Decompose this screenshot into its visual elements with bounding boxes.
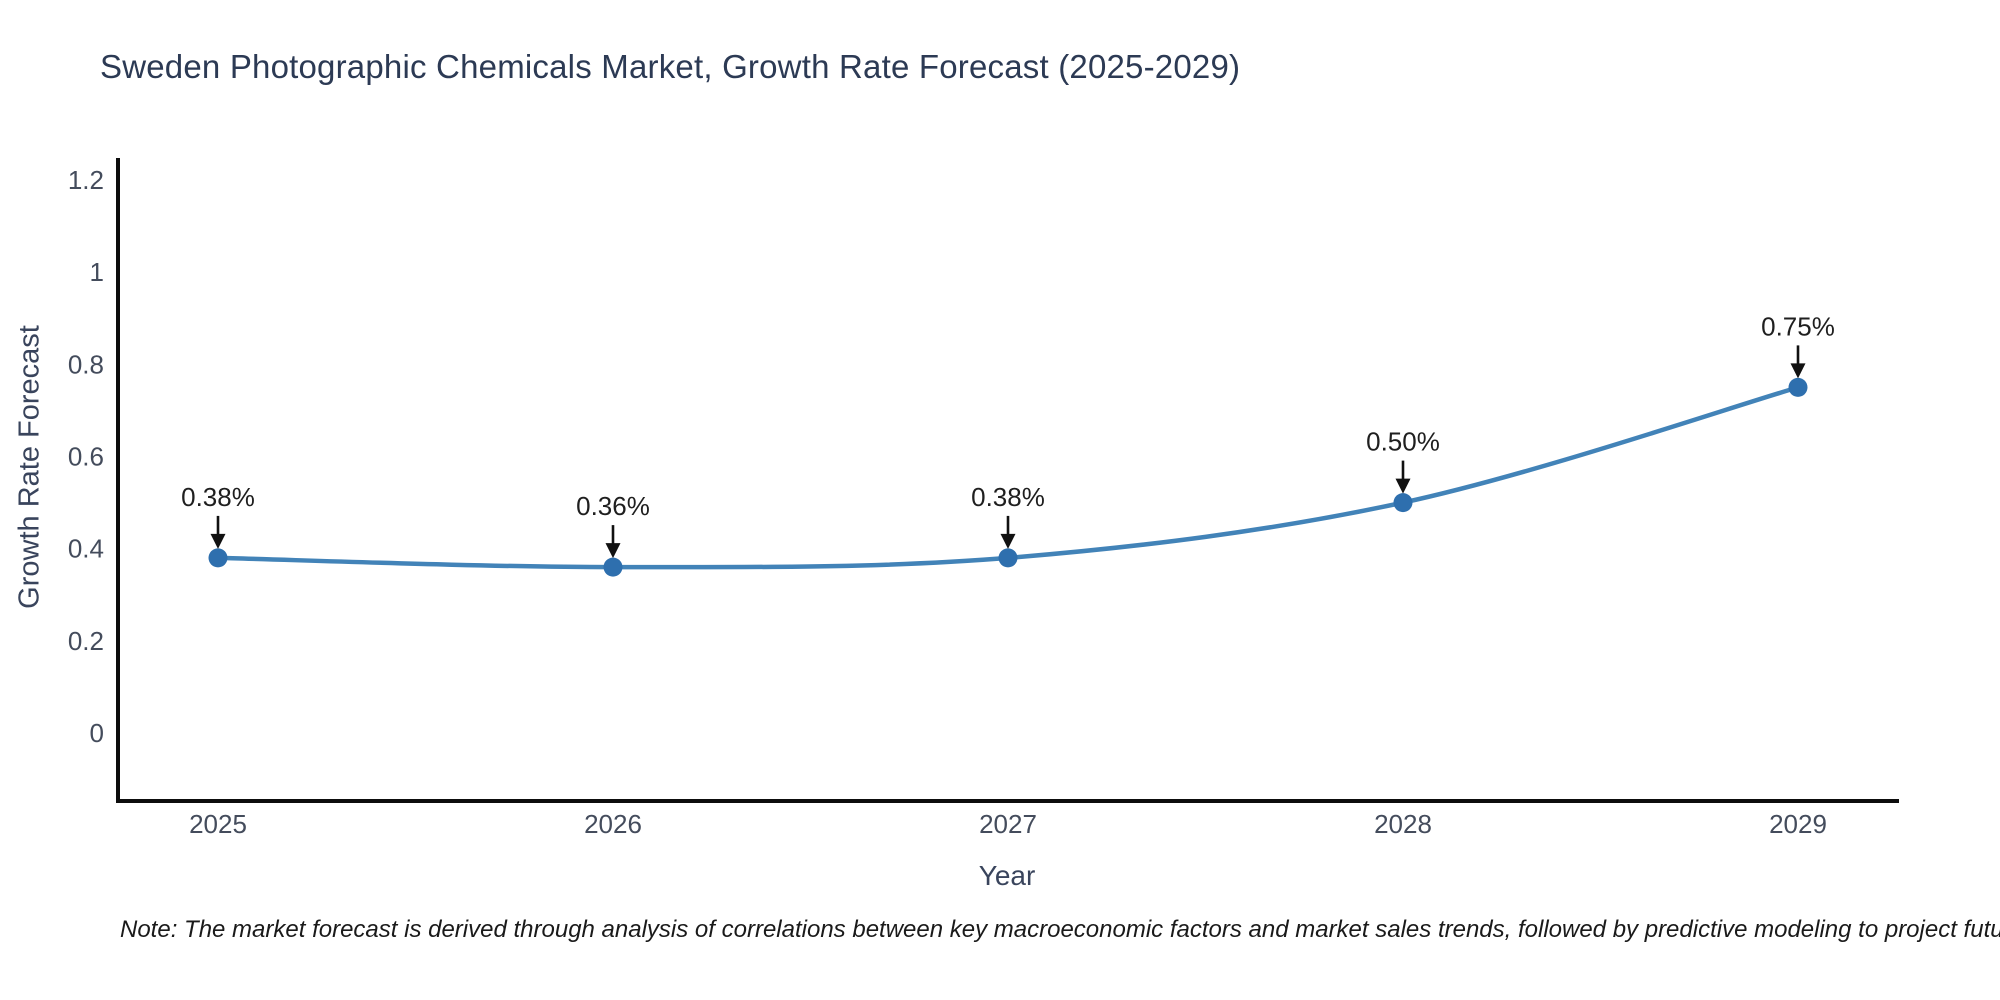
y-tick-label: 0.4 bbox=[68, 534, 104, 564]
data-point-marker bbox=[603, 557, 623, 577]
x-tick-labels: 2025 2026 2027 2028 2029 bbox=[189, 809, 1827, 839]
y-tick-label: 0.2 bbox=[68, 626, 104, 656]
footnote: Note: The market forecast is derived thr… bbox=[120, 916, 2000, 943]
annotation-arrowhead-icon bbox=[1000, 533, 1016, 549]
chart-title: Sweden Photographic Chemicals Market, Gr… bbox=[100, 48, 1241, 85]
point-annotations: 0.38% 0.36% 0.38% 0.50% 0.75% bbox=[181, 311, 1835, 559]
point-annotation-label: 0.50% bbox=[1366, 427, 1440, 457]
y-tick-label: 0.8 bbox=[68, 349, 104, 379]
x-tick-label: 2028 bbox=[1374, 809, 1432, 839]
point-annotation-label: 0.75% bbox=[1761, 311, 1835, 341]
annotation-arrowhead-icon bbox=[1790, 363, 1806, 379]
data-point-marker bbox=[1788, 377, 1808, 397]
x-tick-label: 2026 bbox=[584, 809, 642, 839]
annotation-arrowhead-icon bbox=[1395, 478, 1411, 494]
point-annotation-label: 0.38% bbox=[971, 482, 1045, 512]
data-point-markers bbox=[208, 377, 1808, 577]
data-point-marker bbox=[1393, 493, 1413, 513]
y-tick-labels: 0 0.2 0.4 0.6 0.8 1 1.2 bbox=[68, 165, 104, 748]
point-annotation-label: 0.38% bbox=[181, 482, 255, 512]
data-point-marker bbox=[208, 548, 228, 568]
point-annotation-label: 0.36% bbox=[576, 491, 650, 521]
annotation-arrowhead-icon bbox=[605, 543, 621, 559]
y-tick-label: 1 bbox=[90, 257, 104, 287]
x-tick-label: 2025 bbox=[189, 809, 247, 839]
y-tick-label: 0.6 bbox=[68, 442, 104, 472]
x-tick-label: 2029 bbox=[1769, 809, 1827, 839]
y-tick-label: 0 bbox=[90, 718, 104, 748]
y-tick-label: 1.2 bbox=[68, 165, 104, 195]
data-point-marker bbox=[998, 548, 1018, 568]
x-axis-title: Year bbox=[978, 860, 1036, 891]
x-tick-label: 2027 bbox=[979, 809, 1037, 839]
annotation-arrowhead-icon bbox=[210, 533, 226, 549]
